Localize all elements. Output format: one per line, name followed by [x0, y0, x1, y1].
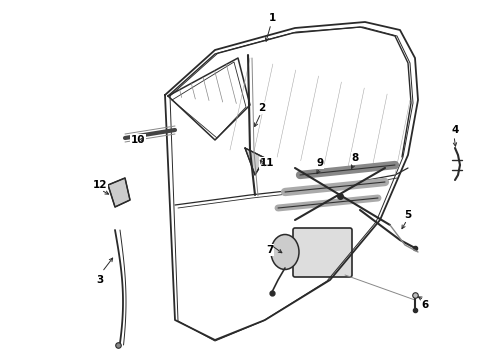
Text: 12: 12 [93, 180, 107, 190]
Text: 1: 1 [269, 13, 275, 23]
Text: 4: 4 [451, 125, 459, 135]
Text: 7: 7 [266, 245, 274, 255]
Text: 11: 11 [260, 158, 274, 168]
Text: 10: 10 [131, 135, 145, 145]
Polygon shape [245, 148, 265, 175]
Text: 8: 8 [351, 153, 359, 163]
FancyBboxPatch shape [293, 228, 352, 277]
Text: 9: 9 [317, 158, 323, 168]
Polygon shape [108, 178, 130, 207]
Ellipse shape [271, 234, 299, 270]
Text: 3: 3 [97, 275, 103, 285]
Text: 6: 6 [421, 300, 429, 310]
Text: 5: 5 [404, 210, 412, 220]
Text: 2: 2 [258, 103, 266, 113]
